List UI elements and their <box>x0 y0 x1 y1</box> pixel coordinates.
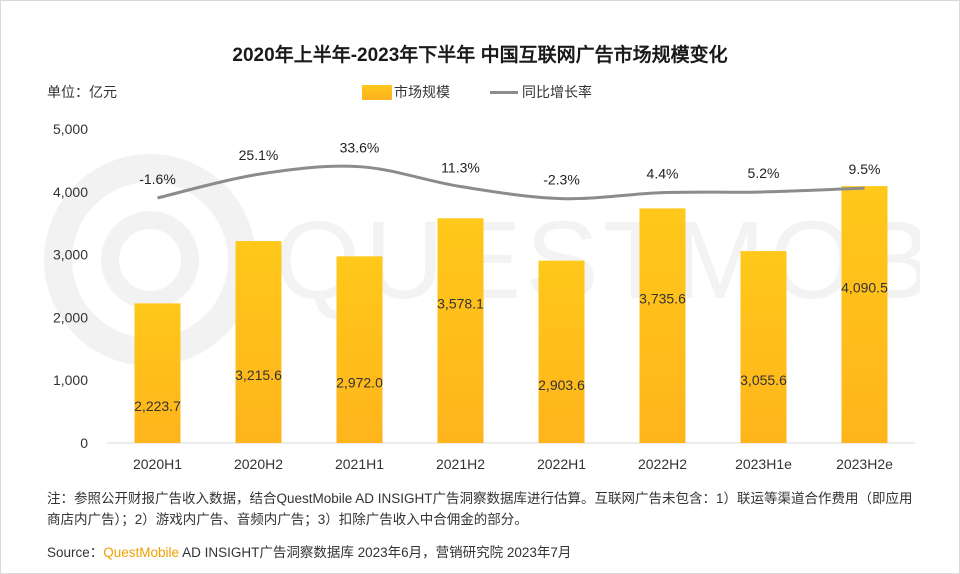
bar <box>639 208 686 443</box>
growth-line <box>157 164 865 201</box>
legend-bar-swatch <box>362 84 392 100</box>
x-tick-label: 2023H2e <box>836 456 893 472</box>
source-prefix: Source： <box>47 545 104 560</box>
y-tick-label: 3,000 <box>53 247 88 263</box>
legend-line-label: 同比增长率 <box>522 84 592 100</box>
bar <box>841 186 888 444</box>
bar-value-label: 3,735.6 <box>639 291 686 307</box>
y-tick-label: 2,000 <box>53 309 88 325</box>
chart-title: 2020年上半年-2023年下半年 中国互联网广告市场规模变化 <box>232 45 728 66</box>
source-line: Source：QuestMobile AD INSIGHT广告洞察数据库 202… <box>47 541 571 561</box>
bar-value-label: 3,215.6 <box>235 367 282 383</box>
bar-value-label: 3,055.6 <box>740 372 787 388</box>
growth-value-label: -2.3% <box>543 172 580 188</box>
legend-bar-label: 市场规模 <box>394 84 450 100</box>
x-tick-label: 2021H2 <box>436 456 485 472</box>
growth-value-label: -1.6% <box>139 171 176 187</box>
bar-value-label: 2,972.0 <box>336 375 383 391</box>
bar <box>235 241 282 443</box>
bar <box>538 260 585 443</box>
unit-label: 单位：亿元 <box>47 84 117 100</box>
source-rest: AD INSIGHT广告洞察数据库 2023年6月，营销研究院 2023年7月 <box>179 545 572 560</box>
bar-value-label: 4,090.5 <box>841 280 888 296</box>
x-tick-label: 2023H1e <box>735 456 792 472</box>
y-tick-label: 0 <box>80 435 88 451</box>
growth-value-label: 4.4% <box>647 166 679 182</box>
legend-line-swatch <box>490 90 518 94</box>
x-tick-label: 2020H1 <box>133 456 182 472</box>
x-tick-label: 2021H1 <box>335 456 384 472</box>
bar <box>740 251 787 443</box>
source-brand: QuestMobile <box>103 545 180 560</box>
y-tick-label: 4,000 <box>53 184 88 200</box>
growth-value-label: 25.1% <box>239 147 279 163</box>
y-tick-label: 5,000 <box>53 121 88 137</box>
y-tick-label: 1,000 <box>53 372 88 388</box>
x-tick-label: 2022H2 <box>638 456 687 472</box>
x-tick-label: 2022H1 <box>537 456 586 472</box>
legend: 市场规模 同比增长率 <box>362 82 592 102</box>
bar <box>134 303 181 443</box>
growth-value-label: 11.3% <box>441 160 480 176</box>
chart-plot: 0 1,000 2,000 3,000 4,000 5,000 2,223.7 2020H1 3… <box>53 121 915 472</box>
bar-value-label: 2,223.7 <box>134 398 181 414</box>
x-tick-label: 2020H2 <box>234 456 283 472</box>
growth-value-label: 9.5% <box>849 161 881 177</box>
bar <box>437 218 484 443</box>
growth-value-label: 5.2% <box>748 165 780 181</box>
bar-value-label: 3,578.1 <box>437 296 484 312</box>
footnote: 注：参照公开财报广告收入数据，结合QuestMobile AD INSIGHT广… <box>47 491 913 527</box>
growth-value-label: 33.6% <box>340 140 380 156</box>
bar <box>336 256 383 443</box>
bar-value-label: 2,903.6 <box>538 377 585 393</box>
